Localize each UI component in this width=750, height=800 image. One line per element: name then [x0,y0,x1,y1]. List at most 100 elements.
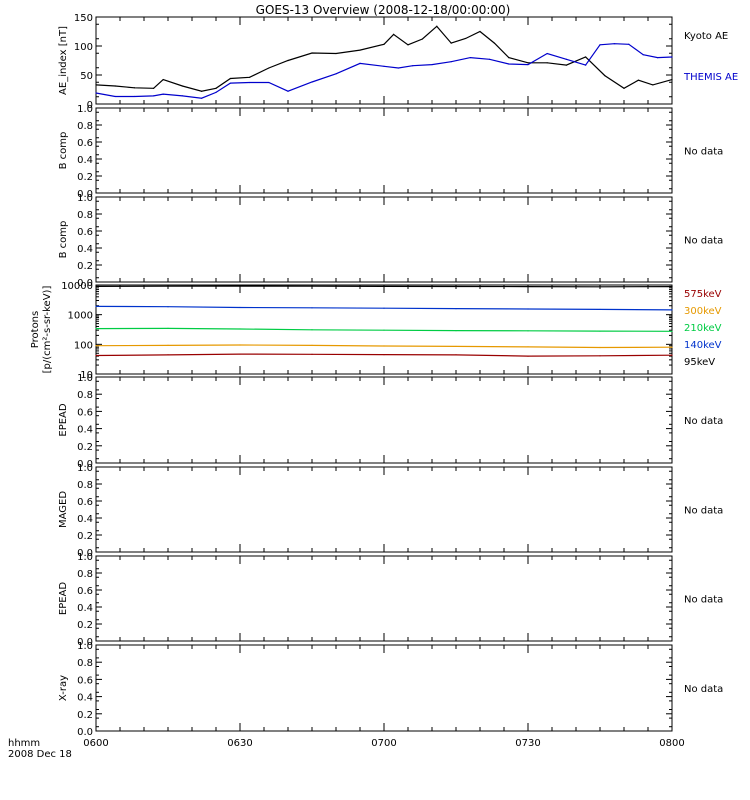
data-point [133,87,135,89]
data-point [201,90,203,92]
data-point [455,354,457,356]
y-tick-label: 100 [74,42,93,53]
data-point [652,84,654,86]
data-point [455,308,457,310]
no-data-label: No data [684,506,723,517]
y-axis-unit-label: [p/(cm²-s-sr-keV)] [42,286,53,374]
data-point [239,353,241,355]
panel-bcomp2: 0.0 0.2 0.4 0.6 0.8 1.0 B comp No data [58,193,723,289]
data-point [249,76,251,78]
data-point [311,307,313,309]
data-point [162,93,164,95]
y-tick-label: 0.2 [77,172,93,183]
data-point [383,345,385,347]
data-point [229,77,231,80]
data-point [383,285,385,287]
legend-label-kyoto-ae: Kyoto AE [684,31,728,42]
data-point [239,328,241,330]
legend-label-95keV: 95keV [684,357,715,368]
data-point [133,95,135,98]
data-point [671,309,673,311]
y-tick-label: 0.6 [77,407,93,418]
data-point [383,307,385,309]
data-point [527,63,529,66]
y-axis-label: EPEAD [58,403,69,437]
data-point [153,87,155,89]
data-point [335,73,337,75]
data-point [153,95,155,97]
y-tick-label: 1.0 [77,373,93,384]
data-point [393,33,395,36]
data-point [268,67,270,69]
y-tick-label: 0.2 [77,442,93,453]
data-point [167,306,169,308]
data-point [585,56,587,58]
data-point [489,58,491,60]
data-point [431,63,433,66]
data-point [181,85,183,87]
y-axis-label: B comp [58,221,69,259]
no-data-label: No data [684,147,723,158]
data-point [671,56,673,58]
data-point [407,44,409,46]
x-tick-label: 0630 [227,738,252,749]
data-point [469,57,471,59]
y-axis-label: B comp [58,132,69,170]
data-point [114,95,116,98]
data-point [167,285,169,287]
panel-maged: 0.0 0.2 0.4 0.6 0.8 1.0 MAGED No data [58,463,723,559]
y-tick-label: 0.4 [77,514,93,525]
chart-title: GOES-13 Overview (2008-12-18/00:00:00) [256,3,511,17]
data-point [181,95,183,97]
date-label: 2008 Dec 18 [8,749,72,760]
time-axis-label: hhmm [8,738,40,749]
panel-epead2: 0.0 0.2 0.4 0.6 0.8 1.0 EPEAD No data [58,552,723,648]
y-tick-label: 0.0 [77,459,93,470]
data-point [671,286,673,288]
y-tick-label: 0.6 [77,675,93,686]
data-point [95,354,97,357]
y-tick-label: 0.8 [77,210,93,221]
y-tick-label: 10 [80,370,93,381]
panel-frame [95,644,673,732]
data-point [167,344,169,347]
y-axis-label: EPEAD [58,582,69,616]
y-tick-label: 0.4 [77,425,93,436]
data-point [239,344,241,346]
y-tick-label: 0.4 [77,155,93,166]
y-tick-label: 100 [74,340,93,351]
y-tick-label: 0.2 [77,531,93,542]
y-tick-label: 0.0 [77,548,93,559]
panel-frame [95,555,673,642]
data-point [527,62,529,64]
panel-frame [95,16,673,105]
data-point [162,79,164,81]
data-point [311,353,313,355]
data-point [628,43,630,45]
x-tick-label: 0800 [659,738,684,749]
data-point [359,62,361,64]
y-tick-label: 0.8 [77,569,93,580]
y-tick-label: 0.2 [77,710,93,721]
data-point [167,327,169,329]
data-point [383,354,385,356]
data-point [527,330,529,332]
y-tick-label: 1000 [68,311,93,322]
no-data-label: No data [684,236,723,247]
data-point [436,25,438,27]
panel-bcomp1: 0.0 0.2 0.4 0.6 0.8 1.0 B comp No data [58,104,723,200]
data-point [95,345,97,347]
y-tick-label: 0.6 [77,138,93,149]
y-tick-label: 1.0 [77,104,93,115]
legend-label-575keV: 575keV [684,289,722,300]
data-point [201,97,203,99]
data-point [249,81,251,84]
data-point [465,37,467,40]
x-tick-label: 0600 [83,738,108,749]
data-point [239,285,241,287]
data-point [95,305,97,307]
data-point [114,85,116,87]
data-point [546,62,548,64]
data-point [95,92,97,94]
data-point [623,87,625,89]
